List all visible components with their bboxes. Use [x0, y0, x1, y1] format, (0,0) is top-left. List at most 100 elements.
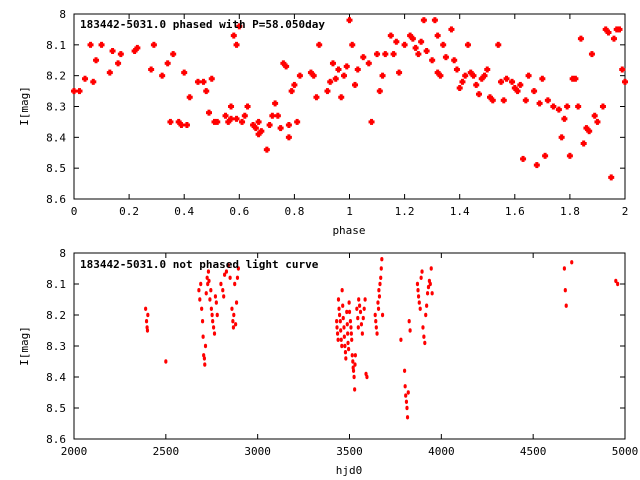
data-point: [349, 331, 353, 336]
data-point: [406, 390, 410, 395]
data-point: [336, 297, 341, 302]
data-point: [186, 94, 193, 101]
data-point: [106, 69, 113, 76]
data-point: [170, 51, 177, 58]
data-point: [355, 306, 359, 311]
data-point: [580, 140, 587, 147]
data-point: [209, 288, 213, 293]
data-point: [362, 306, 366, 311]
data-point: [343, 63, 350, 70]
data-point: [316, 41, 323, 48]
data-point: [228, 275, 232, 280]
x-tick-label: 0.2: [119, 205, 139, 218]
data-point: [360, 331, 364, 336]
data-point: [464, 41, 471, 48]
data-point: [347, 300, 351, 305]
data-point: [98, 41, 105, 48]
data-point: [348, 319, 353, 324]
data-point: [563, 288, 567, 293]
data-point: [418, 38, 425, 45]
data-point: [199, 281, 203, 287]
data-point: [407, 32, 414, 39]
data-point: [616, 26, 623, 33]
data-point: [377, 294, 382, 299]
data-points: [144, 257, 620, 420]
data-point: [134, 44, 141, 51]
data-point: [233, 281, 237, 287]
data-point: [335, 66, 342, 73]
data-point: [329, 60, 336, 67]
x-tick-label: 1: [346, 205, 353, 218]
data-point: [376, 88, 383, 95]
data-point: [408, 328, 412, 333]
data-point: [373, 312, 377, 318]
data-point: [224, 269, 229, 274]
data-point: [214, 300, 218, 305]
data-point: [350, 337, 354, 342]
data-point: [539, 75, 546, 82]
data-point: [202, 356, 207, 361]
data-point: [194, 78, 201, 85]
data-point: [509, 78, 516, 85]
data-point: [358, 303, 362, 308]
data-point: [484, 66, 491, 73]
data-point: [208, 297, 212, 302]
data-point: [451, 57, 458, 64]
data-point: [335, 319, 339, 324]
data-point: [399, 337, 403, 342]
data-point: [343, 350, 348, 355]
data-point: [214, 118, 221, 125]
data-point: [503, 75, 510, 82]
data-point: [145, 328, 150, 333]
data-point: [572, 75, 579, 82]
data-point: [354, 66, 361, 73]
x-ticks: 0 0.2 0.4 0.6 0.8 1 1.2 1.4 1.6 1.8 2: [71, 14, 629, 218]
data-point: [203, 88, 210, 95]
data-point: [349, 325, 353, 330]
data-point: [481, 72, 488, 79]
data-point: [288, 88, 295, 95]
data-point: [434, 69, 441, 76]
data-point: [577, 35, 584, 42]
data-point: [294, 118, 301, 125]
data-point: [478, 75, 485, 82]
data-point: [421, 325, 425, 330]
data-point: [434, 32, 441, 39]
data-point: [310, 72, 317, 79]
data-point: [487, 94, 494, 101]
data-point: [234, 300, 239, 305]
y-ticks: 8 8.1 8.2 8.3 8.4 8.5 8.6: [46, 8, 625, 206]
data-point: [374, 325, 378, 330]
x-tick-label: 2500: [153, 445, 180, 458]
data-point: [178, 122, 185, 128]
data-point: [459, 78, 466, 85]
data-point: [346, 346, 351, 352]
data-point: [420, 17, 427, 24]
data-point: [361, 315, 365, 321]
data-point: [283, 63, 290, 70]
data-point: [428, 281, 432, 287]
data-point: [87, 41, 94, 48]
data-point: [378, 281, 382, 287]
data-point: [200, 306, 204, 311]
data-point: [280, 60, 287, 67]
data-point: [266, 122, 273, 128]
data-point: [215, 312, 219, 318]
data-point: [208, 75, 215, 82]
y-tick-label: 8: [59, 247, 66, 260]
data-point: [131, 48, 138, 54]
data-point: [387, 32, 394, 39]
x-tick-label: 1.4: [450, 205, 470, 218]
data-point: [148, 66, 155, 73]
x-tick-label: 2: [622, 205, 629, 218]
x-ticks: 2000 2500 3000 3500 4000 4500 5000: [61, 253, 638, 458]
data-point: [423, 340, 427, 346]
x-axis-label: hjd0: [336, 464, 363, 477]
data-point: [115, 60, 122, 67]
data-point: [335, 325, 339, 330]
data-point: [365, 374, 369, 380]
x-tick-label: 1.6: [505, 205, 525, 218]
data-point: [409, 35, 416, 42]
data-point: [558, 134, 565, 141]
